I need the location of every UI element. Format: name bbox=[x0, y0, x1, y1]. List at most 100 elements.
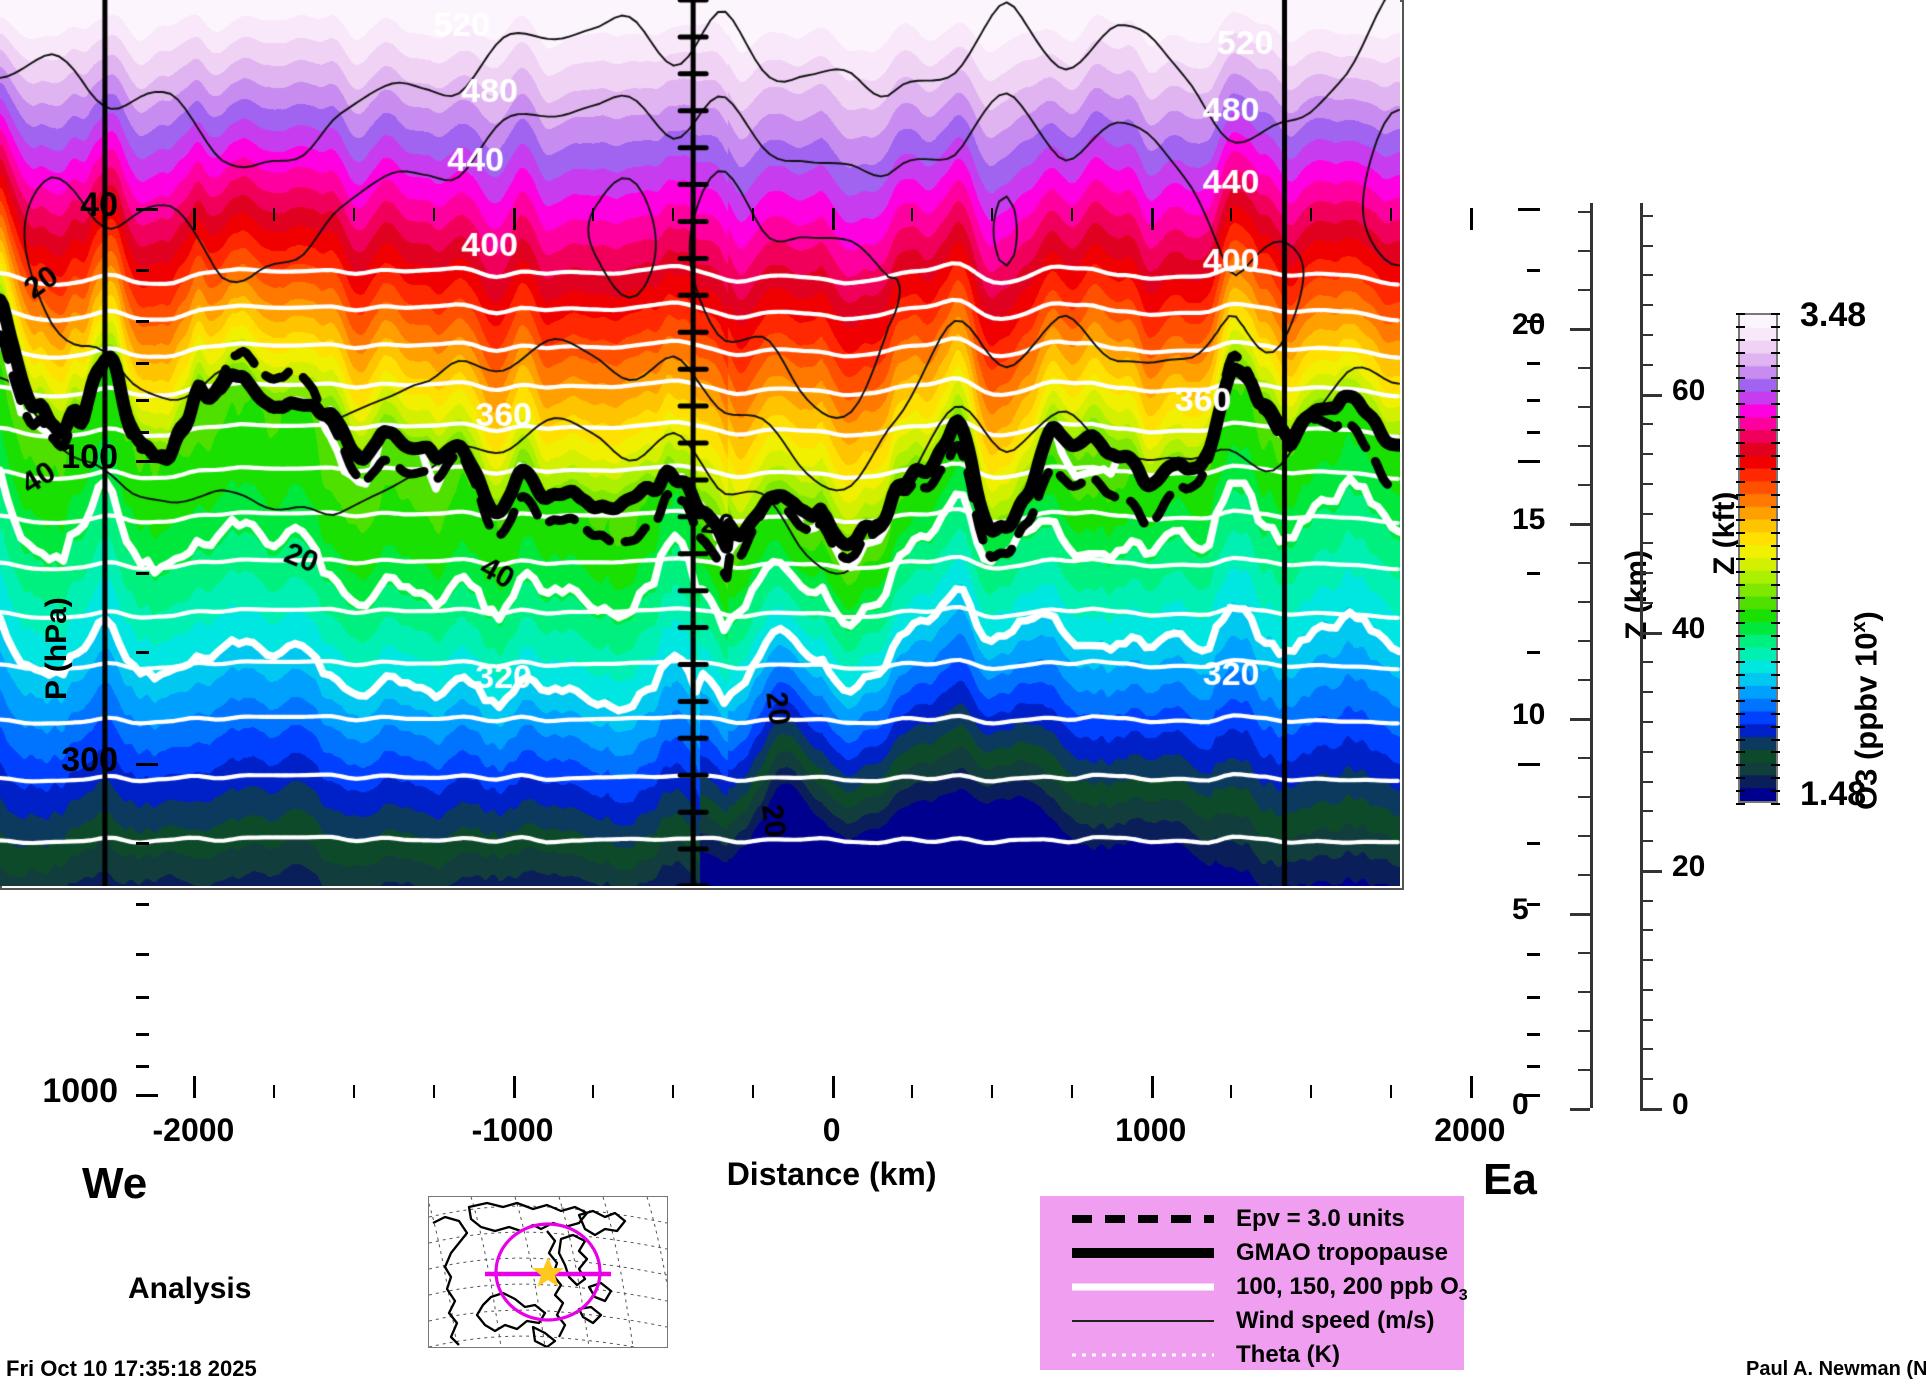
z-kft-minor-tick bbox=[1640, 720, 1653, 723]
x-tick-label: 2000 bbox=[1434, 1112, 1506, 1148]
y-tick-mark bbox=[136, 208, 158, 211]
colorbar-tick-right bbox=[1771, 583, 1780, 586]
colorbar-tick-right bbox=[1771, 596, 1780, 599]
colorbar-title-prefix: O3 (ppbv 10 bbox=[1848, 632, 1884, 810]
z-kft-minor-tick bbox=[1640, 572, 1653, 575]
colorbar-tick-left bbox=[1736, 725, 1745, 728]
colorbar-tick-right bbox=[1771, 738, 1780, 741]
colorbar-tick-left bbox=[1736, 570, 1745, 573]
legend-label: GMAO tropopause bbox=[1236, 1239, 1449, 1266]
y-tick-mark-right bbox=[1527, 651, 1540, 654]
x-minor-tick-top bbox=[273, 208, 276, 221]
y-tick-mark bbox=[136, 762, 158, 766]
colorbar-tick-left bbox=[1736, 441, 1745, 444]
y-tick-mark bbox=[136, 398, 149, 402]
y-tick-mark-right bbox=[1518, 1094, 1540, 1097]
colorbar-tick-left bbox=[1736, 686, 1745, 689]
z-kft-minor-tick bbox=[1640, 512, 1653, 515]
y-tick-mark-right bbox=[1527, 841, 1540, 845]
cross-section-plot bbox=[0, 0, 1404, 890]
colorbar-tick-right bbox=[1771, 803, 1780, 805]
colorbar-tick-right bbox=[1771, 429, 1780, 432]
colorbar-tick-right bbox=[1771, 390, 1780, 393]
z-km-tick bbox=[1570, 717, 1590, 721]
colorbar-tick-right bbox=[1771, 777, 1780, 780]
x-tick-label: 1000 bbox=[1115, 1112, 1187, 1148]
x-minor-tick bbox=[1310, 1085, 1313, 1098]
z-kft-minor-tick bbox=[1640, 333, 1653, 336]
z-km-tick bbox=[1570, 327, 1590, 331]
colorbar-tick-left bbox=[1736, 493, 1745, 496]
z-kft-minor-tick bbox=[1640, 542, 1653, 545]
legend-symbol-epv bbox=[1072, 1215, 1214, 1223]
y-tick-mark-right bbox=[1518, 208, 1540, 211]
legend-row: GMAO tropopause bbox=[1040, 1236, 1464, 1270]
z-kft-minor-tick bbox=[1640, 959, 1653, 962]
x-minor-tick bbox=[1230, 1085, 1233, 1098]
colorbar-tick-left bbox=[1736, 390, 1745, 393]
overlay-contours-canvas bbox=[0, 0, 1400, 886]
y-tick-mark-right bbox=[1527, 903, 1540, 907]
z-kft-minor-tick bbox=[1640, 780, 1653, 783]
colorbar-title: O3 (ppbv 10x) bbox=[1848, 611, 1884, 810]
y-tick-mark bbox=[136, 953, 149, 957]
x-minor-tick bbox=[991, 1085, 994, 1098]
z-km-minor-tick bbox=[1578, 795, 1590, 798]
z-kft-minor-tick bbox=[1640, 1078, 1653, 1081]
colorbar-tick-right bbox=[1771, 545, 1780, 548]
colorbar-tick-left bbox=[1736, 519, 1745, 522]
y-tick-mark-right bbox=[1527, 269, 1540, 273]
z-kft-axis-line bbox=[1640, 203, 1643, 1108]
x-tick-mark bbox=[193, 1076, 197, 1098]
z-km-minor-tick bbox=[1578, 873, 1590, 876]
colorbar-tick-right bbox=[1771, 313, 1780, 315]
z-km-tick-label: 10 bbox=[1512, 697, 1546, 731]
colorbar-tick-left bbox=[1736, 751, 1745, 754]
colorbar-tick-left bbox=[1736, 674, 1745, 677]
z-kft-tick-label: 60 bbox=[1672, 373, 1706, 407]
x-tick-mark bbox=[1150, 1076, 1154, 1098]
colorbar-tick-right bbox=[1771, 493, 1780, 496]
z-km-minor-tick bbox=[1578, 1068, 1590, 1071]
x-tick-mark bbox=[1469, 1076, 1473, 1098]
x-minor-tick bbox=[1390, 1085, 1393, 1098]
y-tick-mark-right bbox=[1527, 1064, 1540, 1068]
legend-row: Theta (K) bbox=[1040, 1338, 1464, 1372]
z-km-minor-tick bbox=[1578, 249, 1590, 252]
z-km-tick-label: 20 bbox=[1512, 307, 1546, 341]
z-kft-minor-tick bbox=[1640, 840, 1653, 843]
colorbar-tick-left bbox=[1736, 803, 1745, 805]
z-kft-tick-label: 40 bbox=[1672, 611, 1706, 645]
x-minor-tick bbox=[432, 1085, 435, 1098]
x-tick-mark-top bbox=[193, 208, 197, 230]
z-kft-tick bbox=[1640, 869, 1662, 873]
z-kft-tick bbox=[1640, 631, 1662, 635]
legend-symbol bbox=[1068, 1236, 1218, 1270]
x-minor-tick bbox=[352, 1085, 355, 1098]
legend-label: Theta (K) bbox=[1236, 1341, 1340, 1368]
x-tick-label: -2000 bbox=[152, 1112, 235, 1148]
y-tick-mark-right bbox=[1527, 431, 1540, 435]
colorbar-tick-right bbox=[1771, 648, 1780, 651]
colorbar-tick-right bbox=[1771, 325, 1780, 328]
colorbar-tick-left bbox=[1736, 764, 1745, 767]
colorbar-tick-right bbox=[1771, 338, 1780, 341]
z-kft-minor-tick bbox=[1640, 1018, 1653, 1021]
colorbar-tick-right bbox=[1771, 532, 1780, 535]
z-km-tick-label: 5 bbox=[1512, 892, 1529, 926]
y-tick-mark-right bbox=[1527, 319, 1540, 323]
legend-symbol bbox=[1068, 1338, 1218, 1372]
x-minor-tick-top bbox=[911, 208, 914, 221]
x-minor-tick-top bbox=[991, 208, 994, 221]
analysis-label: Analysis bbox=[128, 1272, 252, 1305]
inset-locator-map bbox=[428, 1196, 668, 1348]
legend-symbol bbox=[1068, 1202, 1218, 1236]
colorbar-tick-right bbox=[1771, 558, 1780, 560]
x-minor-tick bbox=[751, 1085, 754, 1098]
y-tick-label: 1000 bbox=[42, 1072, 118, 1110]
colorbar-tick-left bbox=[1736, 403, 1745, 406]
colorbar-tick-left bbox=[1736, 325, 1745, 328]
z-km-minor-tick bbox=[1578, 444, 1590, 447]
colorbar-tick-right bbox=[1771, 377, 1780, 380]
colorbar-tick-right bbox=[1771, 364, 1780, 367]
